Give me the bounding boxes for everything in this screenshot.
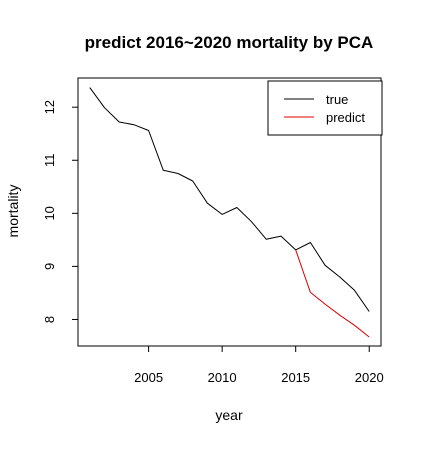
series-line-predict	[295, 249, 370, 338]
y-axis-label: mortality	[5, 185, 21, 238]
legend-box	[267, 80, 383, 136]
y-tick-label: 11	[42, 154, 57, 168]
x-axis-ticks: 2005 2010 2015 2020	[134, 346, 384, 385]
x-tick-label: 2005	[134, 370, 163, 385]
y-axis-ticks: 8 9 10 11 12	[42, 100, 78, 323]
series-layer	[89, 87, 370, 338]
y-tick-label: 10	[42, 206, 57, 220]
y-tick-label: 12	[42, 100, 57, 114]
y-tick-label: 8	[42, 316, 57, 323]
x-axis-label: year	[215, 407, 243, 423]
x-tick-label: 2020	[355, 370, 384, 385]
y-tick-label: 9	[42, 263, 57, 270]
chart-title: predict 2016~2020 mortality by PCA	[85, 33, 374, 52]
plot-frame	[77, 77, 382, 347]
legend: true predict	[267, 80, 383, 136]
series-line-true	[89, 87, 370, 312]
legend-label-predict: predict	[326, 110, 365, 125]
x-tick-label: 2010	[208, 370, 237, 385]
x-tick-label: 2015	[281, 370, 310, 385]
legend-label-true: true	[326, 92, 348, 107]
